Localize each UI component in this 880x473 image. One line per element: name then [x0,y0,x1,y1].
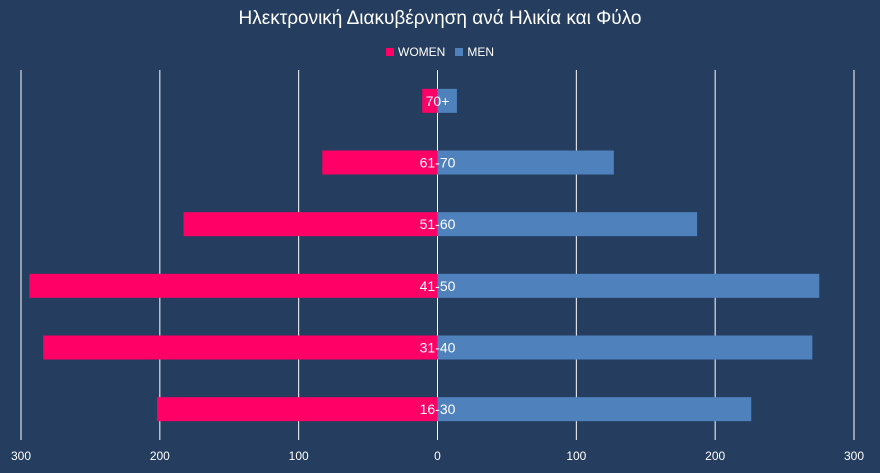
legend-label-men: MEN [467,45,494,59]
legend-item-men: MEN [455,45,494,59]
legend-label-women: WOMEN [398,45,446,59]
bar-women-31-40 [43,335,438,360]
x-tick-label-1: 200 [150,449,170,463]
bar-women-16-30 [157,397,438,422]
bar-women-51-60 [183,212,438,237]
bar-women-70+ [422,88,438,113]
legend-swatch-women [386,48,394,56]
chart-title: Ηλεκτρονική Διακυβέρνηση ανά Ηλικία και … [238,8,642,29]
x-tick-label-4: 100 [566,449,586,463]
bar-men-61-70 [437,150,614,175]
bar-men-70+ [437,88,457,113]
x-tick-label-0: 300 [11,449,31,463]
x-tick-label-3: 0 [434,449,441,463]
bar-men-31-40 [437,335,813,360]
bar-women-41-50 [29,273,438,298]
bar-men-16-30 [437,397,752,422]
bar-men-41-50 [437,273,820,298]
x-tick-label-2: 100 [289,449,309,463]
x-tick-label-5: 200 [705,449,725,463]
bar-women-61-70 [322,150,438,175]
category-label-41-50: 41-50 [420,278,456,294]
legend-item-women: WOMEN [386,45,445,59]
category-label-16-30: 16-30 [420,401,456,417]
legend-swatch-men [455,48,464,56]
bar-men-51-60 [437,212,698,237]
category-label-31-40: 31-40 [420,340,456,356]
category-label-51-60: 51-60 [420,216,456,232]
category-label-61-70: 61-70 [420,155,456,171]
legend: WOMEN MEN [0,45,880,59]
category-label-70+: 70+ [426,93,450,109]
x-tick-label-6: 300 [844,449,864,463]
